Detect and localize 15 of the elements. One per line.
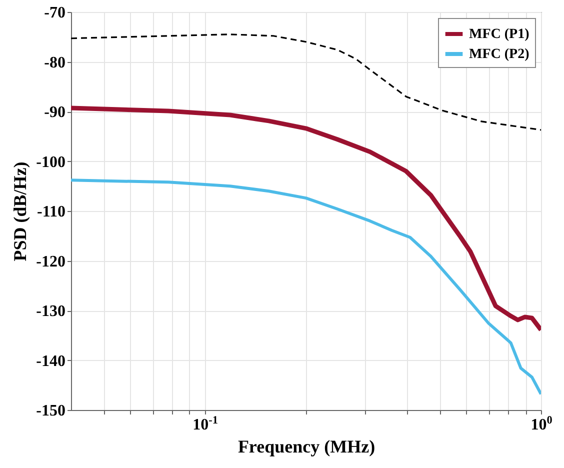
- x-tick-label: 10$^{0}$: [530, 414, 553, 434]
- y-tick-label: -110: [37, 204, 66, 220]
- y-tick-label: -120: [36, 253, 66, 270]
- y-tick-label: -140: [36, 352, 66, 370]
- y-tick-label: -70: [44, 4, 66, 22]
- y-tick-label: -130: [36, 303, 66, 320]
- y-tick-label: -90: [44, 104, 66, 121]
- y-tick-label: -80: [44, 54, 66, 72]
- y-tick-label: -100: [36, 154, 66, 171]
- legend-label: MFC (P1): [469, 27, 530, 42]
- x-tick-label: 10$^{-1}$: [192, 414, 218, 434]
- y-axis-title: PSD (dB/Hz): [10, 162, 30, 262]
- x-axis-title: Frequency (MHz): [238, 436, 376, 456]
- y-tick-label: -150: [36, 402, 66, 420]
- legend-label: MFC (P2): [469, 47, 530, 62]
